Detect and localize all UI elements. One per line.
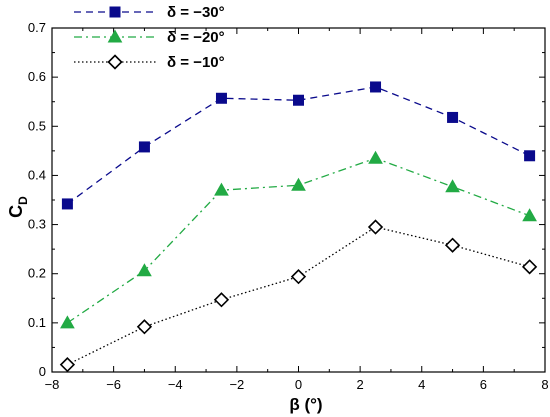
- x-axis-label: β (°): [289, 395, 322, 414]
- legend: δ = −30° δ = −20° δ = −10°: [74, 4, 225, 71]
- legend-item-3: δ = −10°: [74, 54, 225, 71]
- data-point: [215, 92, 227, 104]
- y-axis-label: CD: [6, 196, 30, 218]
- series-3: [59, 219, 538, 373]
- legend-marker: [109, 6, 121, 18]
- x-tick-label: 6: [480, 377, 487, 392]
- data-point: [447, 111, 459, 123]
- data-point: [524, 150, 536, 162]
- legend-item-1: δ = −30°: [74, 4, 225, 21]
- legend-marker: [107, 54, 123, 70]
- x-tick-label: −2: [229, 377, 244, 392]
- y-tick-label: 0.1: [28, 315, 46, 330]
- axes: −8 −6 −4 −2 0 2 4 6 8 0 0.1 0.2 0.3 0.4 0.5 0.6 0.7: [28, 20, 549, 392]
- series-1: [61, 81, 536, 210]
- data-point: [293, 94, 304, 106]
- series-line: [67, 226, 530, 366]
- y-tick-label: 0.5: [28, 118, 46, 133]
- y-axis-label-subscript: D: [16, 196, 30, 205]
- legend-label: δ = −10°: [167, 54, 225, 71]
- data-point: [368, 150, 383, 164]
- data-point: [521, 259, 538, 275]
- data-point: [522, 208, 537, 222]
- x-tick-label: 8: [541, 377, 548, 392]
- data-point: [291, 177, 306, 191]
- series-2: [60, 150, 537, 329]
- legend-marker: [107, 29, 123, 43]
- plot-frame: [51, 27, 546, 373]
- x-tick-label: −8: [45, 377, 60, 392]
- data-point: [370, 81, 382, 93]
- legend-label: δ = −30°: [167, 4, 225, 21]
- y-tick-label: 0.2: [28, 266, 46, 281]
- data-point: [61, 198, 73, 210]
- x-tick-label: 0: [295, 377, 302, 392]
- legend-label: δ = −20°: [167, 29, 225, 46]
- y-tick-label: 0.7: [28, 20, 46, 35]
- x-tick-label: 2: [357, 377, 364, 392]
- y-axis-label-main: C: [6, 205, 26, 218]
- data-point: [138, 141, 150, 153]
- y-tick-label: 0: [39, 364, 46, 379]
- data-point: [59, 356, 76, 373]
- x-tick-label: 4: [418, 377, 425, 392]
- data-point: [445, 179, 460, 193]
- data-point: [444, 237, 461, 253]
- y-tick-label: 0.4: [28, 167, 46, 182]
- x-tick-label: −4: [168, 377, 183, 392]
- legend-item-2: δ = −20°: [74, 29, 225, 46]
- data-point: [290, 269, 307, 285]
- y-tick-label: 0.6: [28, 69, 46, 84]
- data-point: [214, 182, 229, 196]
- data-point: [136, 319, 153, 335]
- x-tick-label: −6: [106, 377, 121, 392]
- series-layer: [59, 81, 538, 373]
- data-point: [137, 263, 152, 277]
- y-tick-label: 0.3: [28, 217, 46, 232]
- data-point: [60, 315, 75, 329]
- data-point: [367, 219, 384, 235]
- data-point: [213, 292, 230, 308]
